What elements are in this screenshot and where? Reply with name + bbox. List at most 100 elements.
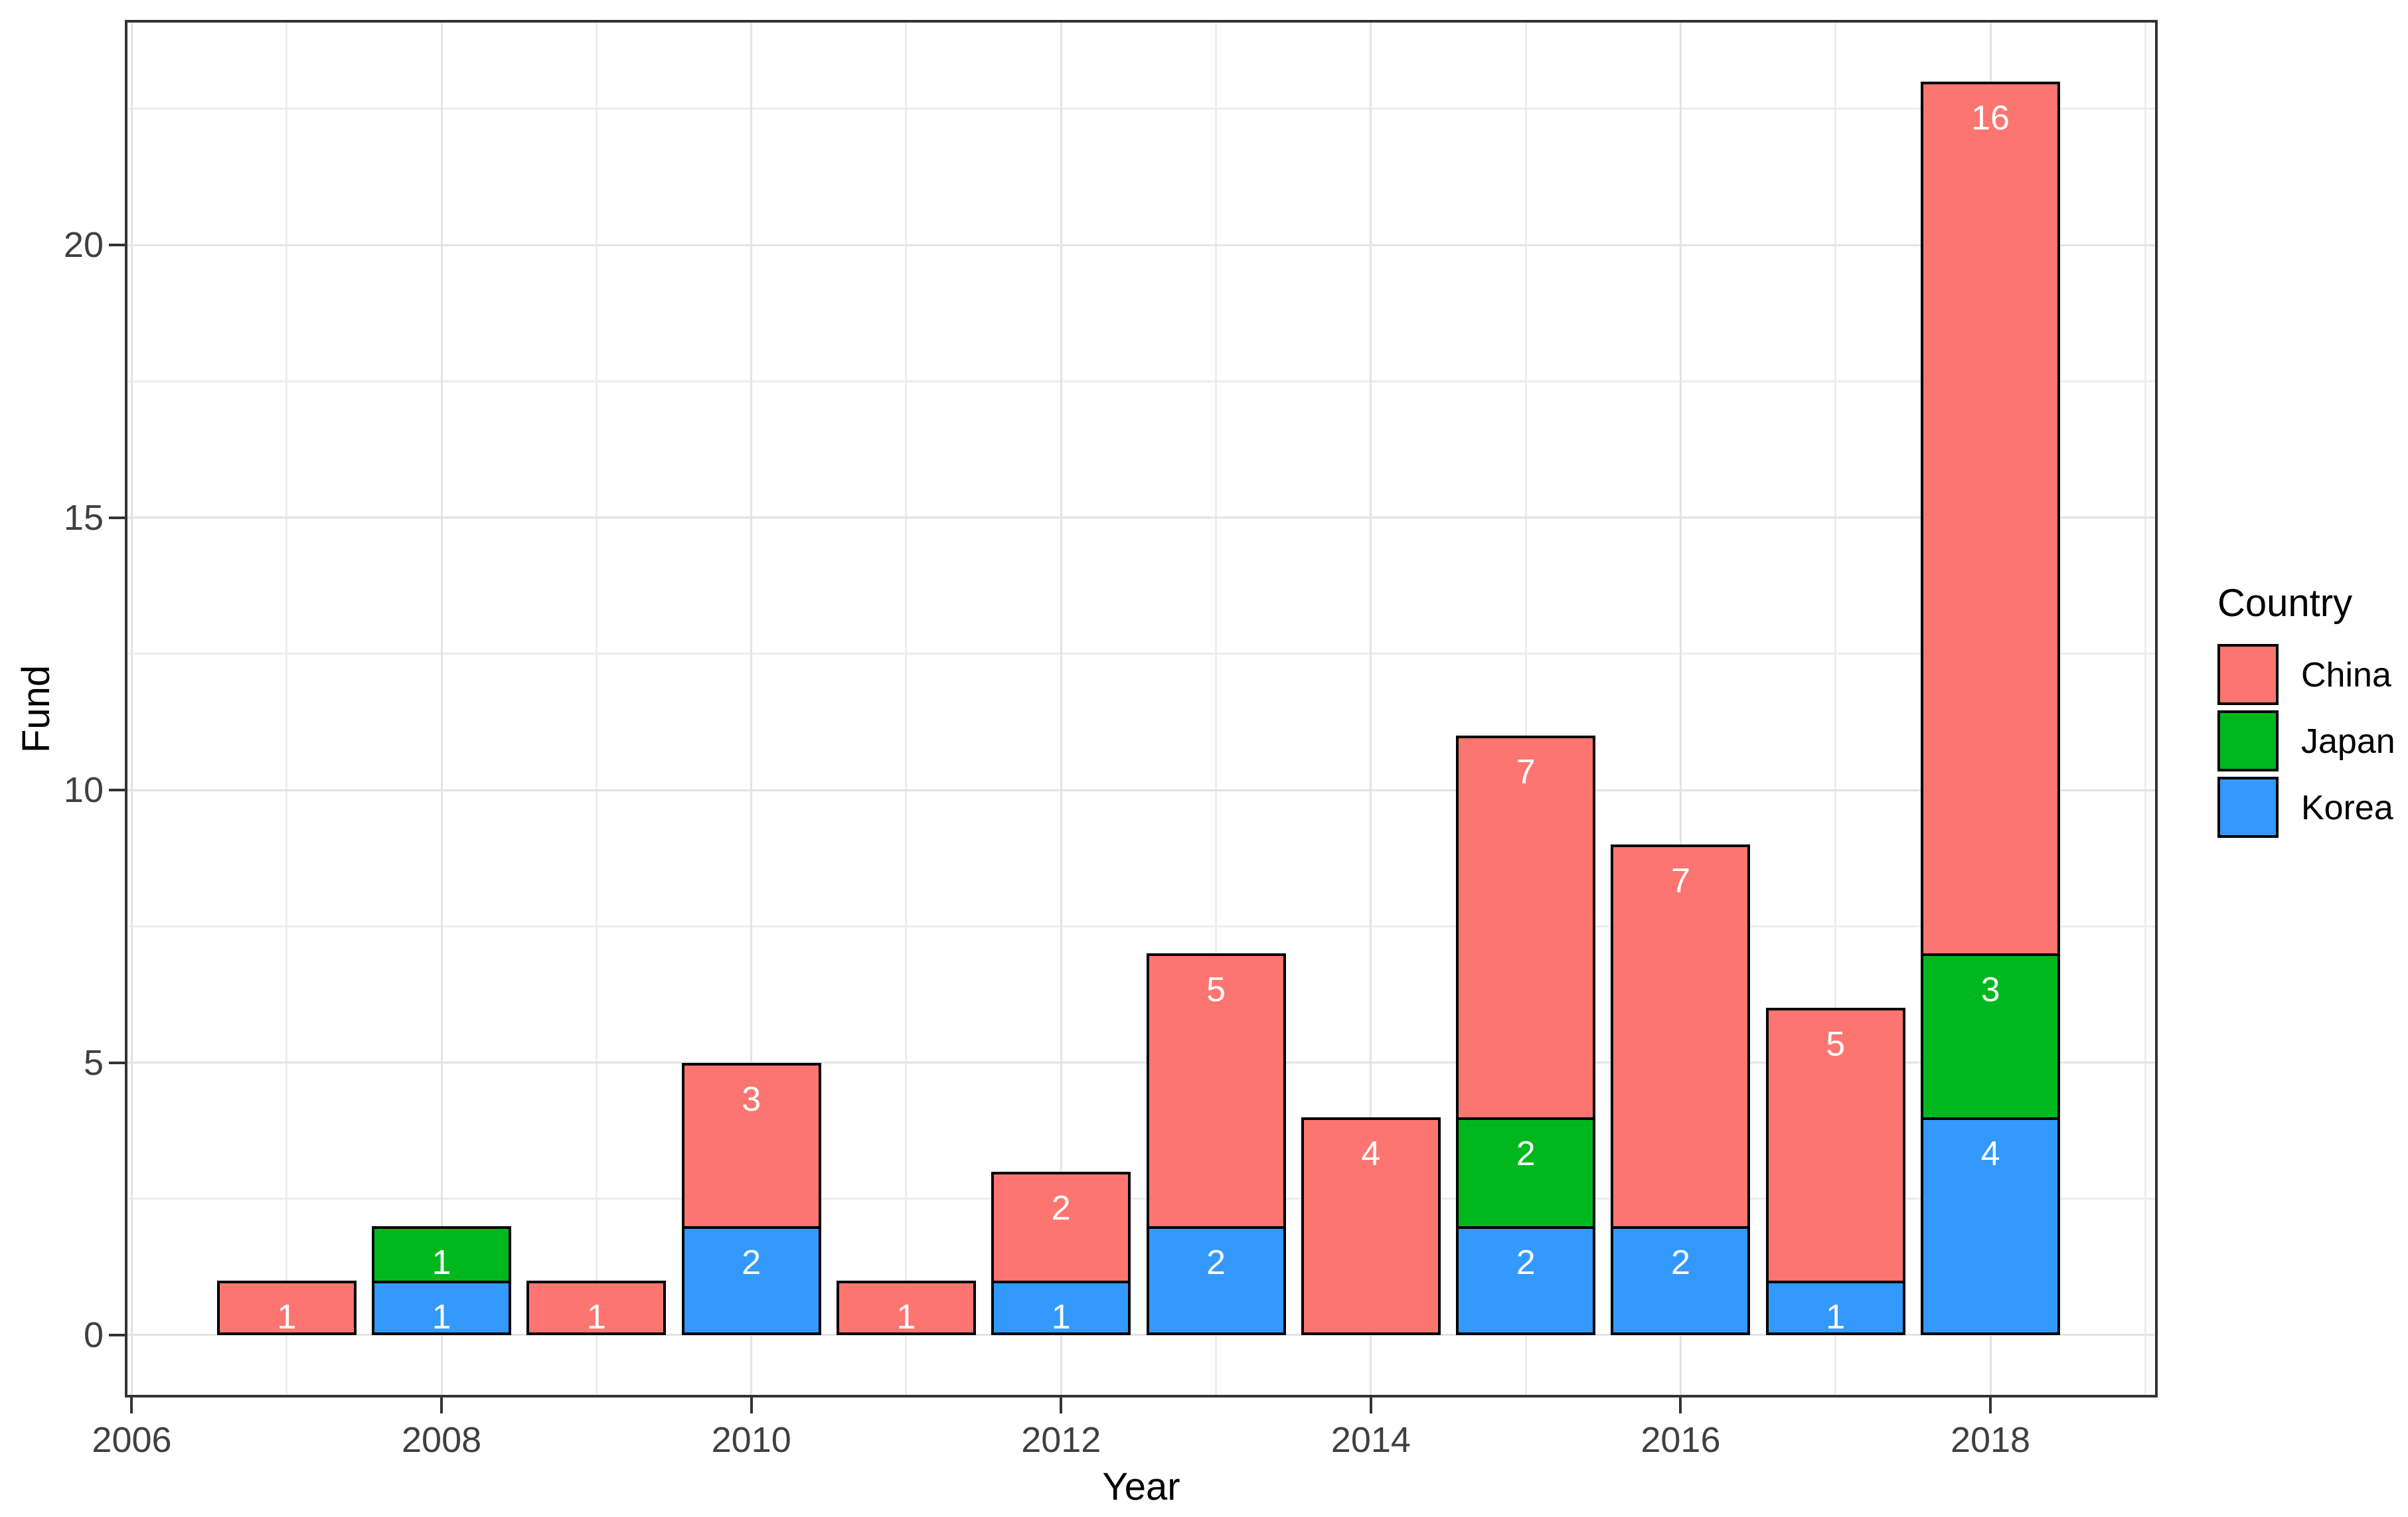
x-tick-mark [1369,1397,1372,1413]
x-tick-label-2012: 2012 [1021,1420,1101,1460]
x-tick-mark [750,1397,753,1413]
bar-segment-2010-china [681,1062,821,1229]
y-major-gridline [125,517,2158,519]
x-minor-gridline [1215,20,1218,1397]
bar-value-label: 3 [1980,971,2000,1010]
bar-value-label: 2 [1516,1134,1536,1173]
x-major-gridline [750,20,753,1397]
y-tick-mark [109,789,125,792]
x-minor-gridline [1834,20,1837,1397]
bar-segment-2013-korea [1146,1226,1286,1335]
bar-value-label: 16 [1971,98,2010,137]
x-tick-label-2008: 2008 [402,1420,482,1460]
x-major-gridline [1060,20,1062,1397]
bar-value-label: 1 [1051,1297,1071,1336]
bar-value-label: 1 [432,1297,451,1336]
bar-value-label: 2 [1670,1243,1690,1282]
x-tick-mark [1679,1397,1682,1413]
y-tick-label-20: 20 [63,225,104,266]
bar-segment-2007-china [216,1280,357,1335]
x-major-gridline [1370,20,1372,1397]
x-minor-gridline [2144,20,2146,1397]
bar-value-label: 2 [1051,1188,1071,1228]
legend-key-korea [2217,777,2279,838]
bar-segment-2010-korea [681,1226,821,1335]
bar-value-label: 1 [277,1297,297,1336]
y-major-gridline [125,244,2158,246]
bar-value-label: 2 [742,1243,762,1282]
y-minor-gridline [125,1198,2158,1200]
bar-segment-2017-china [1765,1008,1905,1283]
y-tick-mark [109,244,125,247]
bar-value-label: 4 [1980,1134,2000,1173]
legend-key-china [2217,644,2279,705]
x-major-gridline [440,20,443,1397]
bar-segment-2018-china [1921,81,2060,957]
x-major-gridline [1679,20,1682,1397]
legend-label-japan: Japan [2301,722,2395,761]
y-minor-gridline [125,925,2158,927]
bar-value-label: 7 [1516,752,1536,791]
bar-segment-2015-japan [1456,1117,1596,1229]
x-minor-gridline [285,20,288,1397]
x-major-gridline [130,20,133,1397]
x-axis-title: Year [1102,1465,1180,1508]
bar-segment-2016-china [1611,844,1751,1229]
x-tick-label-2006: 2006 [92,1420,172,1460]
bar-segment-2015-korea [1456,1226,1596,1335]
y-tick-label-15: 15 [63,497,104,538]
bar-segment-2014-china [1301,1117,1441,1335]
x-tick-label-2014: 2014 [1330,1420,1411,1460]
y-major-gridline [125,1334,2158,1336]
bar-segment-2015-china [1456,735,1596,1120]
x-tick-mark [1060,1397,1063,1413]
y-tick-mark [109,1061,125,1064]
y-axis-title: Fund [15,665,58,753]
bar-value-label: 1 [896,1297,916,1336]
bar-value-label: 1 [586,1297,606,1336]
legend-title: Country [2217,582,2353,625]
bar-value-label: 5 [1826,1025,1846,1064]
y-minor-gridline [125,380,2158,382]
bar-segment-2013-china [1146,953,1286,1229]
x-tick-mark [130,1397,133,1413]
x-tick-label-2018: 2018 [1950,1420,2031,1460]
bar-segment-2009-china [526,1280,667,1335]
legend-key-japan [2217,710,2279,771]
bar-value-label: 7 [1670,862,1690,901]
chart-panel: 1 1 1 1 2 3 1 1 2 2 5 4 2 2 7 2 7 1 5 4 3 16 [125,20,2158,1397]
bar-value-label: 5 [1206,971,1226,1010]
bar-value-label: 2 [1516,1243,1536,1282]
bar-segment-2012-china [991,1171,1131,1283]
x-minor-gridline [1524,20,1527,1397]
x-tick-label-2016: 2016 [1641,1420,1721,1460]
x-tick-label-2010: 2010 [711,1420,791,1460]
x-minor-gridline [905,20,908,1397]
y-major-gridline [125,789,2158,791]
bar-segment-2008-japan [372,1226,512,1283]
legend: Country China Japan Korea [2217,583,2408,862]
x-tick-mark [440,1397,443,1413]
y-tick-label-10: 10 [63,770,104,811]
x-tick-mark [1989,1397,1992,1413]
bar-value-label: 2 [1206,1243,1226,1282]
y-minor-gridline [125,653,2158,655]
y-tick-label-0: 0 [83,1315,104,1355]
y-major-gridline [125,1062,2158,1064]
bar-value-label: 4 [1361,1134,1381,1173]
bar-segment-2016-korea [1611,1226,1751,1335]
x-minor-gridline [595,20,598,1397]
y-tick-label-5: 5 [83,1042,104,1083]
bar-value-label: 1 [1826,1297,1846,1336]
bar-value-label: 3 [742,1079,762,1119]
bar-segment-2018-japan [1921,953,2060,1120]
bar-segment-2018-korea [1921,1117,2060,1335]
legend-label-korea: Korea [2301,789,2393,827]
y-tick-mark [109,516,125,519]
y-tick-mark [109,1333,125,1336]
y-minor-gridline [125,108,2158,110]
bar-segment-2011-china [836,1280,976,1335]
legend-label-china: China [2301,656,2391,694]
bar-value-label: 1 [432,1243,451,1282]
